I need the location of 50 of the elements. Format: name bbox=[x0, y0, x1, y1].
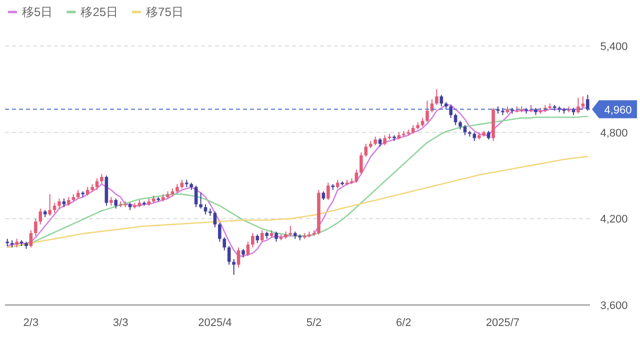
candlestick bbox=[194, 185, 198, 208]
x-tick-label: 2/3 bbox=[23, 317, 39, 329]
x-tick-label: 6/2 bbox=[396, 317, 412, 329]
candlestick bbox=[326, 182, 330, 200]
candlestick bbox=[251, 232, 254, 248]
candlestick bbox=[34, 218, 38, 236]
candlestick bbox=[38, 208, 42, 225]
candlestick bbox=[383, 134, 386, 146]
candlestick bbox=[440, 94, 444, 107]
candlestick bbox=[213, 210, 217, 228]
candlestick bbox=[435, 88, 438, 106]
candlestick bbox=[463, 124, 467, 136]
candlestick bbox=[274, 231, 278, 242]
legend-label: 移75日 bbox=[146, 5, 184, 19]
candlestick bbox=[288, 225, 292, 236]
y-tick-label: 4,800 bbox=[600, 127, 628, 140]
candlestick bbox=[29, 230, 33, 248]
candlestick bbox=[227, 246, 231, 266]
candlestick bbox=[581, 96, 585, 108]
candlestick bbox=[454, 113, 458, 126]
x-tick-label: 5/2 bbox=[306, 317, 322, 329]
candlestick bbox=[58, 198, 61, 210]
candlestick bbox=[586, 94, 590, 112]
candlestick bbox=[260, 230, 264, 242]
line-series bbox=[6, 156, 588, 248]
candlestick bbox=[449, 104, 452, 118]
legend-label: 移5日 bbox=[22, 5, 53, 19]
candlestick bbox=[52, 202, 56, 214]
y-tick-label: 5,400 bbox=[600, 41, 628, 53]
candlestick bbox=[218, 222, 222, 242]
candlestick bbox=[246, 241, 250, 257]
legend-label: 移25日 bbox=[80, 5, 118, 19]
ref-line-label: 4,960 bbox=[604, 104, 632, 116]
y-tick-label: 3,600 bbox=[600, 300, 628, 312]
x-tick-label: 2025/4 bbox=[198, 317, 232, 329]
candlestick bbox=[204, 204, 208, 215]
candlestick bbox=[360, 152, 363, 175]
candlestick bbox=[426, 100, 429, 123]
candlestick bbox=[48, 194, 52, 216]
y-tick-label: 4,200 bbox=[600, 214, 628, 226]
candlestick bbox=[199, 192, 202, 210]
candlestick bbox=[222, 236, 226, 251]
candlestick bbox=[576, 97, 580, 114]
x-tick-label: 3/3 bbox=[112, 317, 128, 329]
candlestick bbox=[100, 174, 104, 185]
x-tick-label: 2025/7 bbox=[486, 317, 520, 329]
candlestick bbox=[354, 169, 358, 184]
candlestick bbox=[114, 198, 118, 210]
candlestick bbox=[232, 258, 236, 276]
candlestick bbox=[364, 143, 368, 158]
